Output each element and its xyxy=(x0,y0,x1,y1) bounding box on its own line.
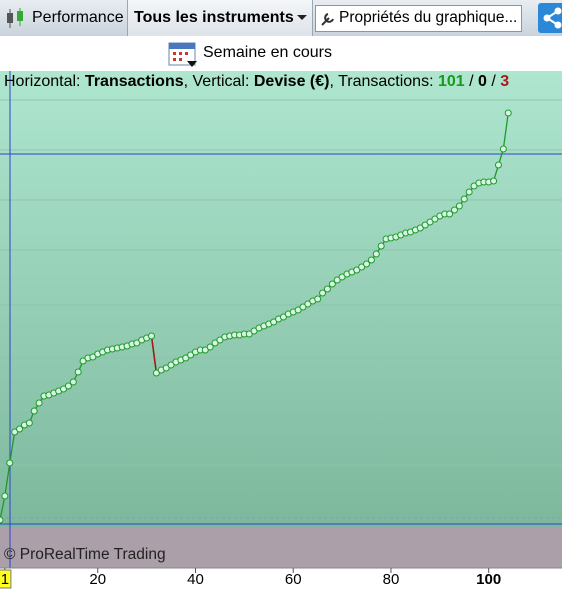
trade-point xyxy=(133,339,141,347)
trade-point xyxy=(0,516,4,524)
trade-point xyxy=(367,256,375,264)
negative-zone xyxy=(0,527,562,568)
trade-point xyxy=(30,407,38,415)
share-icon xyxy=(543,7,562,29)
trade-point xyxy=(187,351,195,359)
period-label[interactable]: Semaine en cours xyxy=(203,44,332,61)
header-part: Horizontal: xyxy=(4,73,85,90)
instruments-dropdown[interactable]: Tous les instruments xyxy=(127,0,313,36)
trade-point xyxy=(499,145,507,153)
trade-point xyxy=(460,195,468,203)
trade-point xyxy=(79,357,87,365)
trade-point xyxy=(363,260,371,268)
toolbar: Performance Tous les instruments Proprié… xyxy=(0,0,562,37)
trade-point xyxy=(89,353,97,361)
trade-point xyxy=(74,368,82,376)
calendar-icon[interactable] xyxy=(168,40,198,68)
trade-point xyxy=(250,327,258,335)
trade-point xyxy=(450,206,458,214)
trade-point xyxy=(470,182,478,190)
trade-point xyxy=(167,361,175,369)
trade-point xyxy=(353,266,361,274)
trade-point xyxy=(372,250,380,258)
trade-point xyxy=(377,242,385,250)
trade-point xyxy=(147,332,155,340)
trade-point xyxy=(358,263,366,271)
trade-point xyxy=(455,202,463,210)
trade-point xyxy=(152,369,160,377)
trade-point xyxy=(60,385,68,393)
header-part: / xyxy=(465,73,478,90)
trade-point xyxy=(421,221,429,229)
trade-point xyxy=(162,364,170,372)
trade-point xyxy=(16,425,24,433)
header-part: , Transactions: xyxy=(329,73,438,90)
share-button[interactable] xyxy=(538,3,562,33)
trade-point xyxy=(314,295,322,303)
header-part: 0 xyxy=(478,73,487,90)
trade-point xyxy=(328,280,336,288)
trade-point xyxy=(6,459,14,467)
header-part: Transactions xyxy=(85,73,184,90)
trade-point xyxy=(1,492,9,500)
trade-point xyxy=(504,109,512,117)
loss-segment xyxy=(150,335,158,374)
trade-point xyxy=(211,339,219,347)
trade-point xyxy=(245,330,253,338)
trade-point xyxy=(465,188,473,196)
trade-point xyxy=(323,285,331,293)
trade-point xyxy=(494,161,502,169)
x-tick-label: 100 xyxy=(476,571,501,588)
trade-point xyxy=(431,215,439,223)
period-row: Semaine en cours xyxy=(0,36,562,71)
trade-point xyxy=(35,399,43,407)
trade-point xyxy=(294,306,302,314)
properties-label: Propriétés du graphique... xyxy=(339,9,518,26)
caret xyxy=(297,15,307,20)
chart-header: Horizontal: Transactions, Vertical: Devi… xyxy=(4,73,509,90)
trade-point xyxy=(182,354,190,362)
properties-button[interactable]: Propriétés du graphique... xyxy=(315,5,522,32)
trade-point xyxy=(426,218,434,226)
header-part: 101 xyxy=(438,73,465,90)
tick-highlight xyxy=(0,569,12,589)
header-part: Devise (€) xyxy=(254,73,330,90)
trade-point xyxy=(270,318,278,326)
header-part: / xyxy=(487,73,500,90)
x-tick-label: 80 xyxy=(383,571,400,588)
trade-point xyxy=(69,378,77,386)
x-tick-label: 40 xyxy=(187,571,204,588)
trade-point xyxy=(338,273,346,281)
performance-tab[interactable]: Performance xyxy=(32,9,124,26)
instruments-label: Tous les instruments xyxy=(134,9,294,26)
header-part: 3 xyxy=(500,73,509,90)
trade-point xyxy=(299,303,307,311)
trade-point xyxy=(201,346,209,354)
header-part: , Vertical: xyxy=(184,73,254,90)
trade-point xyxy=(319,289,327,297)
trade-point xyxy=(64,382,72,390)
trade-point xyxy=(416,224,424,232)
trade-point xyxy=(333,276,341,284)
trade-point xyxy=(279,313,287,321)
wrench-icon xyxy=(321,13,334,26)
x-tick-label: 60 xyxy=(285,571,302,588)
x-tick-label: 20 xyxy=(89,571,106,588)
x-tick-label: 1 xyxy=(1,571,9,588)
candle-icon xyxy=(7,8,23,28)
trade-point xyxy=(206,343,214,351)
trade-point xyxy=(490,177,498,185)
h-grid xyxy=(0,99,562,466)
plot-background xyxy=(0,71,562,527)
trade-point xyxy=(304,300,312,308)
trade-point xyxy=(446,210,454,218)
watermark: © ProRealTime Trading xyxy=(4,546,166,563)
x-axis-strip xyxy=(0,568,562,590)
trade-point xyxy=(11,428,19,436)
trade-point xyxy=(216,336,224,344)
trade-point xyxy=(25,419,33,427)
